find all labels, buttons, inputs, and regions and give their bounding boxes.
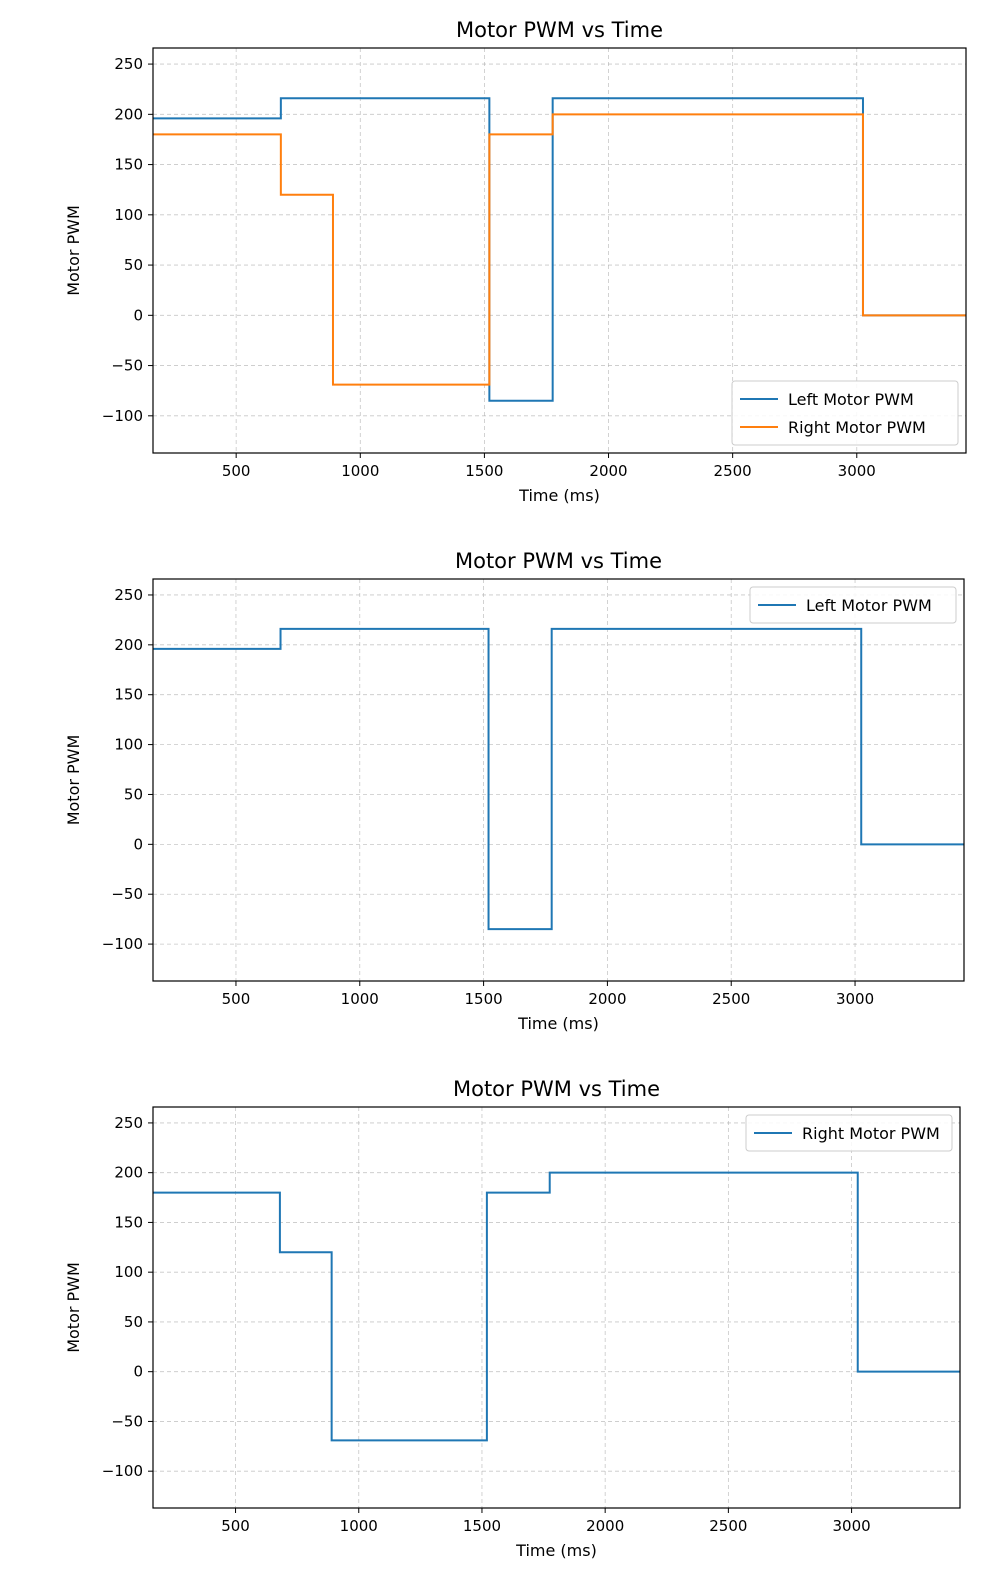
y-tick-label: 250 [114,55,143,73]
series-line-1 [153,1171,960,1442]
chart-panel-1: 500 1000 1500 2000 2500 3000 −100 −50 0 50 100 150 2… [64,18,967,505]
x-tick-label: 2000 [589,462,627,480]
y-tick-label: 100 [114,736,143,754]
x-tick-label: 500 [222,990,251,1008]
y-axis-label: Motor PWM [64,1262,83,1353]
legend-box [731,380,959,446]
x-tick-label: 500 [222,462,251,480]
legend-label: Right Motor PWM [788,418,926,437]
x-tick-label: 2500 [714,462,752,480]
legend-label: Right Motor PWM [802,1124,940,1143]
x-tick-label: 2000 [586,1517,624,1535]
legend: Right Motor PWM [745,1114,953,1152]
y-tick-label: −100 [102,1462,143,1480]
chart-panel-2: 500 1000 1500 2000 2500 3000 −100 −50 0 50 100 150 2… [64,549,965,1033]
x-tick-label: 1500 [465,462,503,480]
x-axis-label: Time (ms) [517,1014,599,1033]
x-tick-label: 2500 [712,990,750,1008]
x-tick-label: 3000 [838,462,876,480]
x-tick-label: 3000 [832,1517,870,1535]
chart-title: Motor PWM vs Time [453,1077,660,1101]
x-tick-label: 1500 [464,990,502,1008]
y-tick-label: 0 [133,306,143,324]
y-tick-label: 250 [114,1114,143,1132]
legend-box [749,586,957,624]
y-tick-label: 150 [114,1213,143,1231]
y-axis-label: Motor PWM [64,735,83,826]
y-tick-label: −50 [111,1412,143,1430]
y-tick-label: 100 [114,1263,143,1281]
plot-frame [152,578,965,982]
x-tick-label: 2000 [588,990,626,1008]
y-tick-label: 150 [114,156,143,174]
x-tick-label: 1000 [340,1517,378,1535]
legend: Left Motor PWM [749,586,957,624]
x-axis-label: Time (ms) [518,486,600,505]
y-tick-label: 200 [114,1164,143,1182]
y-tick-label: −50 [111,885,143,903]
chart-title: Motor PWM vs Time [455,549,662,573]
chart-panel-3: 500 1000 1500 2000 2500 3000 −100 −50 0 50 100 150 2… [64,1077,961,1560]
plot-frame [152,47,967,454]
y-tick-label: 100 [114,206,143,224]
legend-box [745,1114,953,1152]
y-tick-label: −50 [111,357,143,375]
series-line-2 [153,113,966,386]
y-tick-label: 250 [114,586,143,604]
x-axis-label: Time (ms) [515,1541,597,1560]
x-tick-label: 1000 [341,462,379,480]
legend-label: Left Motor PWM [806,596,932,615]
y-tick-label: 50 [124,1313,143,1331]
x-tick-label: 1000 [341,990,379,1008]
plot-frame [152,1106,961,1509]
y-tick-label: 200 [114,105,143,123]
y-tick-label: 50 [124,256,143,274]
y-tick-label: 150 [114,686,143,704]
chart-title: Motor PWM vs Time [456,18,663,42]
y-axis-label: Motor PWM [64,205,83,296]
series-line-1 [153,627,964,931]
y-tick-label: 0 [133,835,143,853]
y-tick-label: −100 [102,407,143,425]
y-tick-label: −100 [102,935,143,953]
y-tick-label: 50 [124,785,143,803]
x-tick-label: 1500 [463,1517,501,1535]
x-tick-label: 2500 [709,1517,747,1535]
y-tick-label: 0 [133,1363,143,1381]
series-line-1 [153,97,966,402]
y-tick-label: 200 [114,636,143,654]
x-tick-label: 500 [221,1517,250,1535]
x-tick-label: 3000 [836,990,874,1008]
legend: Left Motor PWM Right Motor PWM [731,380,959,446]
legend-label: Left Motor PWM [788,390,914,409]
